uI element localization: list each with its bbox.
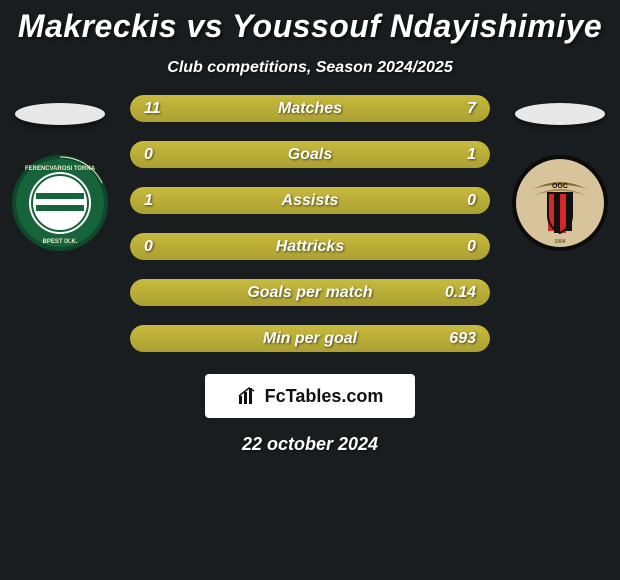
stat-value-right: 693 bbox=[449, 325, 476, 352]
date-text: 22 october 2024 bbox=[0, 434, 620, 455]
stat-label: Goals bbox=[130, 141, 490, 168]
left-crest-column: FERENCVAROSI TORNA BPEST IX.K. bbox=[0, 95, 120, 253]
svg-text:FERENCVAROSI TORNA: FERENCVAROSI TORNA bbox=[25, 166, 96, 172]
stat-value-right: 7 bbox=[467, 95, 476, 122]
stat-row: 0Hattricks0 bbox=[130, 233, 490, 260]
svg-text:1904: 1904 bbox=[554, 239, 565, 245]
stats-bars: 11Matches70Goals11Assists00Hattricks0Goa… bbox=[120, 95, 500, 352]
stat-value-right: 0 bbox=[467, 187, 476, 214]
subtitle: Club competitions, Season 2024/2025 bbox=[0, 59, 620, 77]
page-title: Makreckis vs Youssouf Ndayishimiye bbox=[0, 0, 620, 45]
team-right-crest-icon: OGC 1904 bbox=[510, 153, 610, 253]
stat-row: Min per goal693 bbox=[130, 325, 490, 352]
comparison-panel: FERENCVAROSI TORNA BPEST IX.K. 11Matches… bbox=[0, 95, 620, 352]
stat-value-right: 1 bbox=[467, 141, 476, 168]
stat-label: Matches bbox=[130, 95, 490, 122]
stat-label: Assists bbox=[130, 187, 490, 214]
brand-badge: FcTables.com bbox=[205, 374, 415, 418]
svg-text:BPEST IX.K.: BPEST IX.K. bbox=[42, 239, 77, 245]
shadow-ellipse bbox=[15, 103, 105, 125]
stat-label: Min per goal bbox=[130, 325, 490, 352]
svg-text:OGC: OGC bbox=[552, 183, 568, 190]
stat-row: Goals per match0.14 bbox=[130, 279, 490, 306]
stat-label: Goals per match bbox=[130, 279, 490, 306]
stat-row: 0Goals1 bbox=[130, 141, 490, 168]
stat-value-right: 0.14 bbox=[445, 279, 476, 306]
right-crest-column: OGC 1904 bbox=[500, 95, 620, 253]
stat-label: Hattricks bbox=[130, 233, 490, 260]
stat-row: 11Matches7 bbox=[130, 95, 490, 122]
bar-chart-icon bbox=[237, 386, 259, 406]
shadow-ellipse bbox=[515, 103, 605, 125]
stat-row: 1Assists0 bbox=[130, 187, 490, 214]
stat-value-right: 0 bbox=[467, 233, 476, 260]
team-left-crest-icon: FERENCVAROSI TORNA BPEST IX.K. bbox=[10, 153, 110, 253]
brand-text: FcTables.com bbox=[265, 386, 384, 407]
